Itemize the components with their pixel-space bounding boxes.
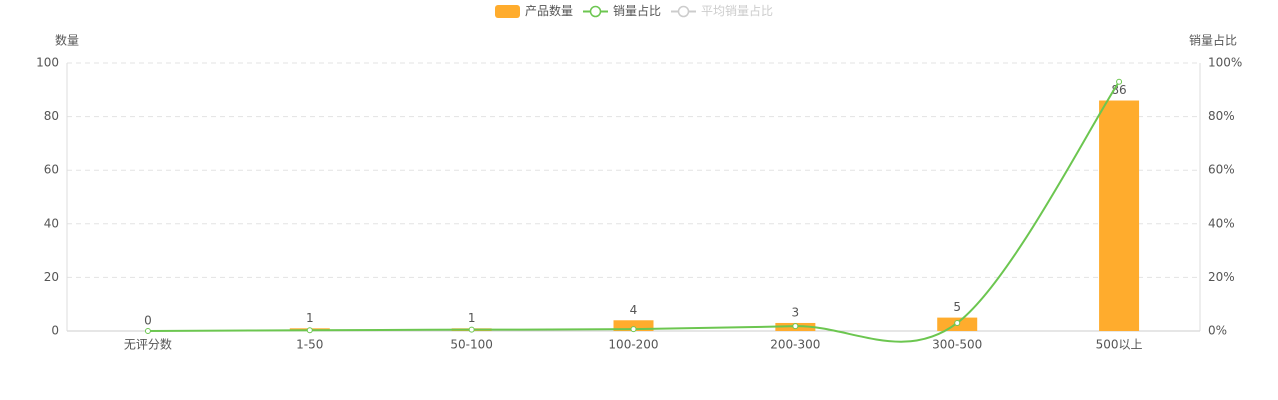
x-tick-label: 500以上 [1096,338,1143,352]
x-tick-label: 50-100 [450,338,493,352]
y2-tick-label: 40% [1208,216,1235,230]
data-label: 1 [468,311,476,325]
bar [613,320,654,331]
y2-tick-label: 20% [1208,270,1235,284]
y2-tick-label: 0% [1208,324,1227,338]
x-tick-label: 无评分数 [124,337,172,352]
line-point [306,327,313,334]
y2-axis-label: 销量占比 [1189,33,1237,48]
legend-label: 平均销量占比 [701,3,773,18]
y-tick-label: 80 [44,109,59,123]
legend-label: 销量占比 [613,3,661,18]
data-label: 5 [953,300,961,314]
x-tick-label: 200-300 [770,338,820,352]
line-point [144,328,151,334]
y-tick-label: 40 [44,216,59,230]
legend-swatch [677,5,690,18]
line-point [954,319,961,326]
line-point [792,323,799,330]
data-label: 4 [630,303,638,317]
x-tick-label: 1-50 [296,338,323,352]
x-tick-label: 300-500 [932,338,982,352]
y-axis-label: 数量 [55,33,79,48]
data-label: 0 [144,314,152,328]
line-point [630,326,637,333]
data-label: 3 [792,305,800,319]
line-point [1116,78,1123,85]
line-point [468,326,475,333]
y2-tick-label: 60% [1208,163,1235,177]
x-tick-label: 100-200 [608,338,658,352]
legend-label: 产品数量 [525,3,573,18]
y-tick-label: 0 [51,324,59,338]
y-tick-label: 20 [44,270,59,284]
bar [1099,100,1140,332]
y-tick-label: 60 [44,163,59,177]
legend-swatch [495,5,520,18]
y2-tick-label: 100% [1208,56,1242,70]
data-label: 1 [306,311,314,325]
y2-tick-label: 80% [1208,109,1235,123]
y-tick-label: 100 [36,56,59,70]
legend-swatch [589,5,602,18]
